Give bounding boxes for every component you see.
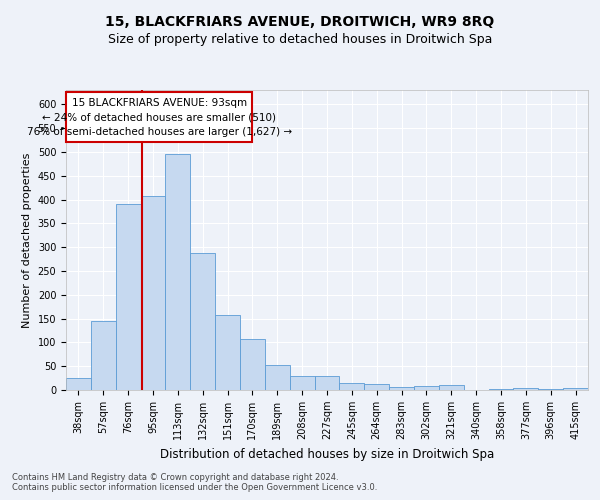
Text: Size of property relative to detached houses in Droitwich Spa: Size of property relative to detached ho… (108, 32, 492, 46)
Text: 15, BLACKFRIARS AVENUE, DROITWICH, WR9 8RQ: 15, BLACKFRIARS AVENUE, DROITWICH, WR9 8… (106, 15, 494, 29)
Text: 15 BLACKFRIARS AVENUE: 93sqm: 15 BLACKFRIARS AVENUE: 93sqm (71, 98, 247, 108)
Bar (265, 365, 290, 390)
FancyBboxPatch shape (66, 92, 253, 142)
Text: Contains public sector information licensed under the Open Government Licence v3: Contains public sector information licen… (12, 484, 377, 492)
Bar (488, 388, 514, 390)
Text: ← 24% of detached houses are smaller (510): ← 24% of detached houses are smaller (51… (42, 112, 276, 122)
Text: Contains HM Land Registry data © Crown copyright and database right 2024.: Contains HM Land Registry data © Crown c… (12, 474, 338, 482)
Bar (538, 388, 563, 390)
Bar (240, 338, 265, 390)
Bar (414, 386, 439, 390)
Bar (290, 376, 314, 390)
Bar (140, 196, 166, 390)
Bar (439, 385, 464, 390)
Bar (91, 321, 116, 390)
Bar (314, 376, 340, 390)
Bar (563, 388, 588, 390)
Bar (389, 386, 414, 390)
X-axis label: Distribution of detached houses by size in Droitwich Spa: Distribution of detached houses by size … (160, 448, 494, 460)
Bar (190, 254, 215, 390)
Bar (340, 383, 364, 390)
Bar (166, 154, 190, 390)
Bar (364, 384, 389, 390)
Bar (215, 315, 240, 390)
Text: 76% of semi-detached houses are larger (1,627) →: 76% of semi-detached houses are larger (… (26, 127, 292, 137)
Y-axis label: Number of detached properties: Number of detached properties (22, 152, 32, 328)
Bar (116, 204, 140, 390)
Bar (514, 388, 538, 390)
Bar (66, 378, 91, 390)
